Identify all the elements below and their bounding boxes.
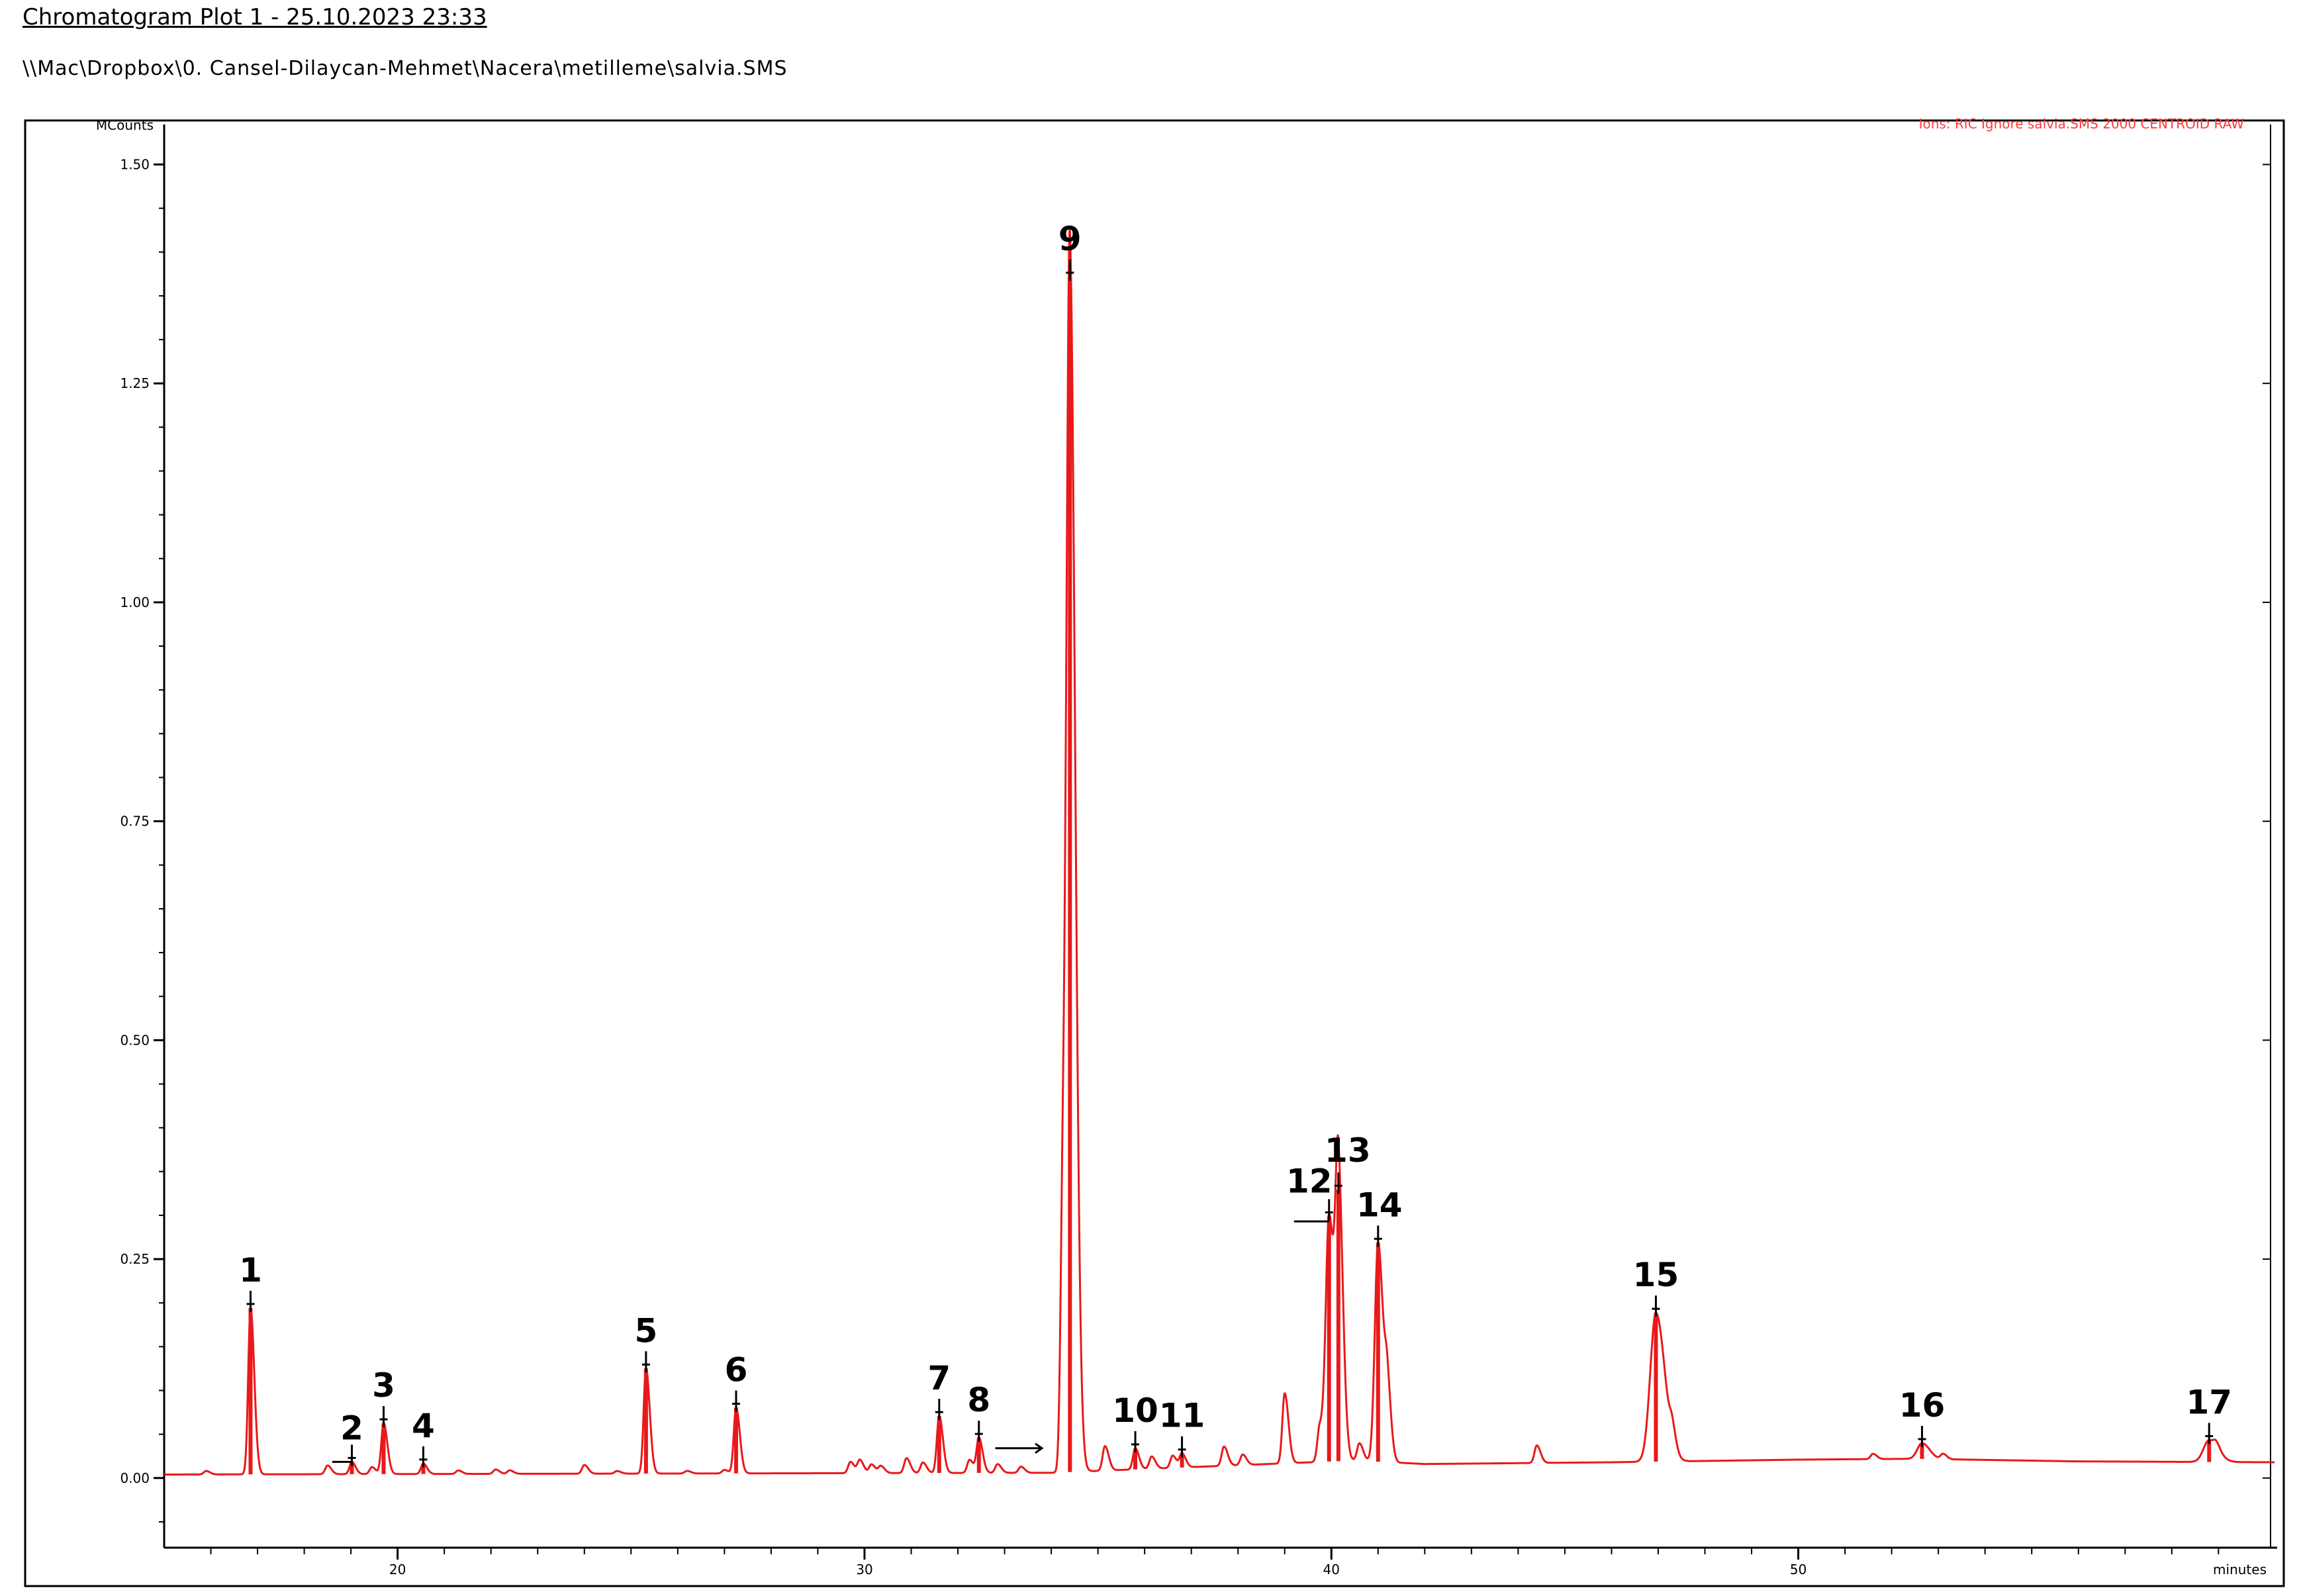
y-tick-label: 0.00 <box>120 1470 150 1486</box>
x-axis-unit-label: minutes <box>2213 1562 2267 1577</box>
y-tick-label: 1.00 <box>120 594 150 610</box>
y-tick-label: 1.25 <box>120 375 150 391</box>
plot-title: Chromatogram Plot 1 - 25.10.2023 23:33 <box>23 4 487 30</box>
peak-label-10: 10 <box>1112 1391 1158 1430</box>
peak-label-1: 1 <box>239 1251 262 1290</box>
peak-label-3: 3 <box>372 1366 395 1405</box>
plot-frame <box>24 119 2285 1587</box>
peak-label-7: 7 <box>927 1359 951 1397</box>
peak-label-15: 15 <box>1633 1256 1679 1294</box>
y-axis-unit-label: MCounts <box>96 117 154 133</box>
peak-label-14: 14 <box>1356 1186 1403 1224</box>
peak-label-6: 6 <box>725 1351 748 1389</box>
x-tick-label: 50 <box>1790 1562 1806 1577</box>
y-tick-label: 0.75 <box>120 814 150 829</box>
integration-arrow <box>1035 1442 1044 1454</box>
x-tick-label: 30 <box>856 1562 872 1577</box>
y-tick-label: 0.25 <box>120 1251 150 1267</box>
peak-label-13: 13 <box>1325 1131 1371 1170</box>
x-tick-label: 20 <box>389 1562 406 1577</box>
file-path: \\Mac\Dropbox\0. Cansel-Dilaycan-Mehmet\… <box>23 57 788 80</box>
peak-label-2: 2 <box>340 1409 363 1447</box>
peak-label-12: 12 <box>1286 1162 1333 1200</box>
peak-label-11: 11 <box>1159 1397 1205 1435</box>
peak-label-8: 8 <box>967 1381 990 1419</box>
y-tick-label: 0.50 <box>120 1032 150 1048</box>
x-tick-label: 40 <box>1323 1562 1340 1577</box>
peak-label-5: 5 <box>634 1311 657 1350</box>
legend-text: Ions: RIC Ignore salvia.SMS 2000 CENTROI… <box>1919 116 2245 132</box>
peak-label-16: 16 <box>1899 1386 1946 1425</box>
y-tick-label: 1.50 <box>120 156 150 172</box>
peak-label-17: 17 <box>2186 1383 2232 1421</box>
chromatogram-trace <box>163 228 2276 1476</box>
peak-label-4: 4 <box>412 1407 435 1445</box>
peak-label-9: 9 <box>1058 220 1082 258</box>
